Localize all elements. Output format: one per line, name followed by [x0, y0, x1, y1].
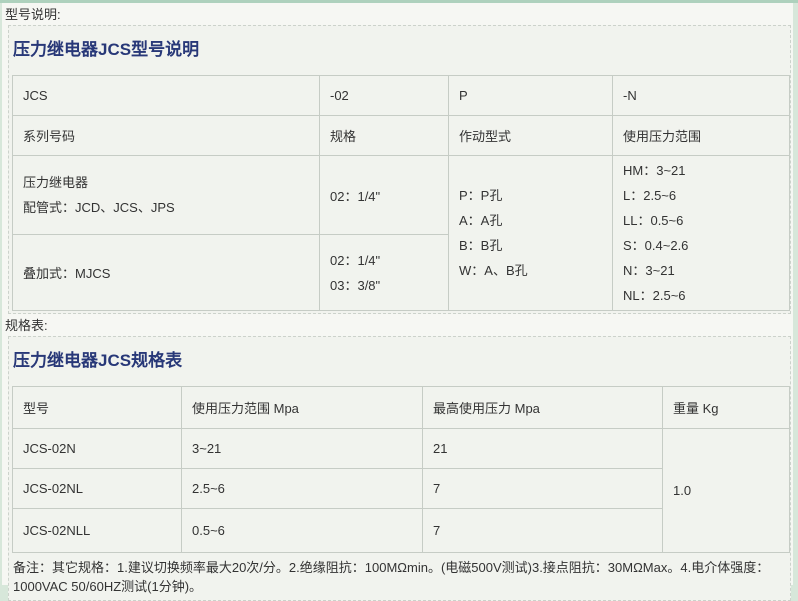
max-cell: 7 — [422, 468, 663, 509]
pressure-range-item: S：0.4~2.6 — [623, 238, 689, 253]
action-code-cell: P — [448, 75, 613, 116]
section-label-model: 型号说明: — [5, 7, 61, 22]
model-cell: JCS-02NLL — [12, 508, 182, 553]
model-panel-title: 压力继电器JCS型号说明 — [13, 40, 200, 59]
action-type-list-cell: P：P孔 A：A孔 B：B孔 W：A、B孔 — [448, 155, 613, 311]
pressure-range-list-cell: HM：3~21 L：2.5~6 LL：0.5~6 S：0.4~2.6 N：3~2… — [612, 155, 790, 311]
weight-header: 重量 Kg — [662, 386, 790, 429]
pressure-range-item: L：2.5~6 — [623, 188, 677, 203]
stacking-spec-line2: 03：3/8" — [330, 277, 381, 293]
table-header-row: 型号 使用压力范围 Mpa 最高使用压力 Mpa 重量 Kg — [12, 386, 790, 429]
pressure-range-header: 使用压力范围 — [612, 115, 790, 156]
model-header: 型号 — [12, 386, 182, 429]
section-label-spec: 规格表: — [5, 318, 48, 333]
table-row: JCS -02 P -N — [12, 75, 790, 116]
piping-name-line1: 压力继电器 — [23, 175, 89, 190]
action-type-item: B：B孔 — [459, 238, 503, 253]
pressure-range-item: N：3~21 — [623, 263, 675, 278]
table-row: JCS-02NL 2.5~6 7 — [12, 468, 790, 509]
action-type-item: W：A、B孔 — [459, 263, 528, 278]
use-pressure-header: 使用压力范围 Mpa — [181, 386, 423, 429]
piping-name-line2: 配管式：JCD、JCS、JPS — [23, 200, 175, 215]
range-code-cell: -N — [612, 75, 790, 116]
spec-header: 规格 — [319, 115, 449, 156]
action-type-item: P：P孔 — [459, 188, 503, 203]
spec-panel-title: 压力继电器JCS规格表 — [13, 351, 183, 370]
spec-table: 型号 使用压力范围 Mpa 最高使用压力 Mpa 重量 Kg JCS-02N 3… — [12, 386, 790, 553]
max-cell: 21 — [422, 428, 663, 469]
pressure-range-item: LL：0.5~6 — [623, 213, 684, 228]
pressure-range-item: NL：2.5~6 — [623, 288, 686, 303]
table-row: 叠加式：MJCS 02：1/4" 03：3/8" — [12, 234, 790, 311]
range-cell: 2.5~6 — [181, 468, 423, 509]
action-type-item: A：A孔 — [459, 213, 503, 228]
stacking-type-cell: 叠加式：MJCS — [12, 234, 320, 311]
model-cell: JCS-02N — [12, 428, 182, 469]
table-row: 系列号码 规格 作动型式 使用压力范围 — [12, 115, 790, 156]
spec-code-cell: -02 — [319, 75, 449, 116]
range-cell: 3~21 — [181, 428, 423, 469]
series-number-header: 系列号码 — [12, 115, 320, 156]
piping-spec-cell: 02：1/4" — [319, 154, 449, 236]
table-row: 压力继电器 配管式：JCD、JCS、JPS 02：1/4" P：P孔 A：A孔 … — [12, 154, 790, 311]
table-row: JCS-02N 3~21 21 1.0 — [12, 428, 790, 553]
model-table: JCS -02 P -N 系列号码 规格 作动型式 使用压力范围 压力继电器 配… — [12, 75, 790, 311]
max-pressure-header: 最高使用压力 Mpa — [422, 386, 663, 429]
range-cell: 0.5~6 — [181, 508, 423, 553]
remarks-note: 备注：其它规格：1.建议切换频率最大20次/分。2.绝缘阻抗：100MΩmin。… — [13, 560, 770, 594]
model-code-cell: JCS — [12, 75, 320, 116]
content-page: 型号说明: 压力继电器JCS型号说明 JCS -02 P -N 系列号码 规格 … — [2, 3, 793, 601]
stacking-spec-cell: 02：1/4" 03：3/8" — [319, 234, 449, 311]
model-cell: JCS-02NL — [12, 468, 182, 509]
weight-cell: 1.0 — [662, 428, 790, 553]
pressure-range-item: HM：3~21 — [623, 163, 686, 178]
piping-type-cell: 压力继电器 配管式：JCD、JCS、JPS — [12, 154, 320, 236]
action-type-header: 作动型式 — [448, 115, 613, 156]
table-row: JCS-02NLL 0.5~6 7 — [12, 508, 790, 553]
max-cell: 7 — [422, 508, 663, 553]
stacking-spec-line1: 02：1/4" — [330, 252, 381, 268]
model-description-panel: 压力继电器JCS型号说明 JCS -02 P -N 系列号码 规格 作动型式 使… — [8, 25, 791, 314]
spec-table-panel: 压力继电器JCS规格表 型号 使用压力范围 Mpa 最高使用压力 Mpa 重量 … — [8, 336, 791, 601]
page-top-green-edge — [0, 0, 798, 3]
